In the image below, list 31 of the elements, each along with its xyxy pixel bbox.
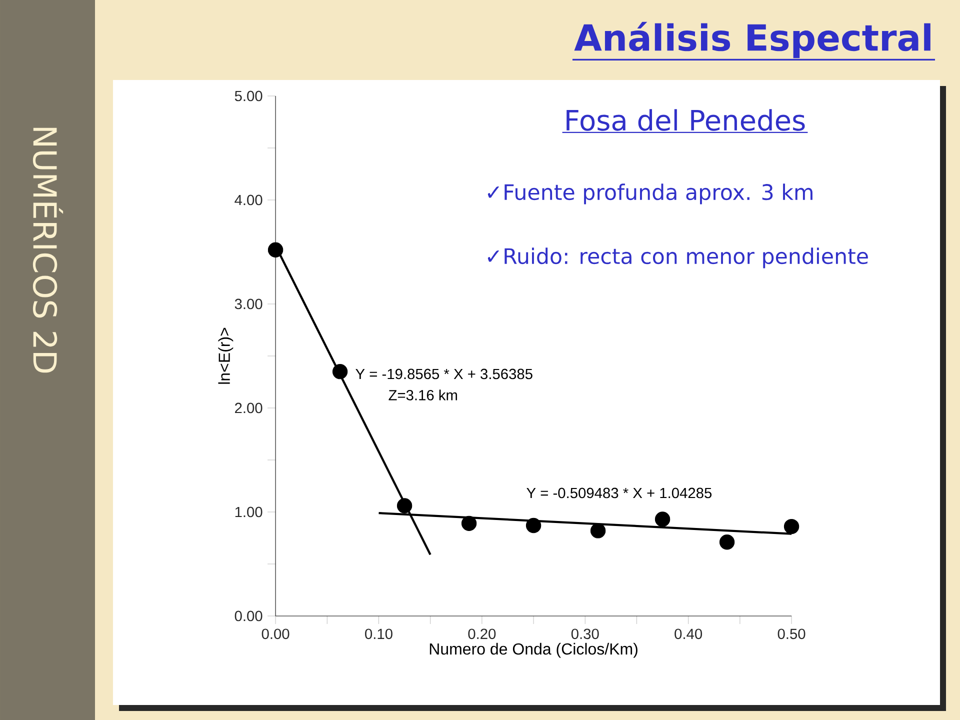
point xyxy=(268,242,284,258)
x-tick-label: 0.20 xyxy=(468,628,496,640)
point xyxy=(396,498,412,514)
annotation: Z=3.16 km xyxy=(388,390,457,400)
x-tick-label: 0.50 xyxy=(778,628,806,640)
point xyxy=(461,516,477,532)
y-axis-title: ln<E(r)> xyxy=(218,328,234,384)
annotation: Y = -19.8565 * X + 3.56385 xyxy=(356,368,532,380)
y-tick-label: 2.00 xyxy=(235,402,262,414)
x-axis-title: Numero de Onda (Ciclos/Km) xyxy=(430,642,638,658)
point xyxy=(654,512,670,527)
x-tick-label: 0.10 xyxy=(365,628,392,640)
x-tick-label: 0.00 xyxy=(262,628,290,640)
point xyxy=(332,364,348,380)
y-tick-label: 3.00 xyxy=(234,298,262,310)
y-tick-label: 0.00 xyxy=(234,610,262,622)
y-tick-label: 4.00 xyxy=(234,194,262,206)
x-tick-label: 0.40 xyxy=(674,628,702,640)
point xyxy=(719,534,735,550)
text: NUMÉRICOS 2D xyxy=(32,128,64,373)
y-tick-label: 5.00 xyxy=(234,90,262,102)
y-tick-label: 1.00 xyxy=(235,506,262,518)
chart-title: Análisis Espectral xyxy=(574,22,930,58)
x-tick-label: 0.30 xyxy=(571,628,599,640)
annotation: ✓Ruido: recta con menor pendiente xyxy=(488,248,868,268)
annotation: Y = -0.509483 * X + 1.04285 xyxy=(526,488,712,498)
point xyxy=(590,523,606,538)
point xyxy=(784,518,800,534)
chart-subtitle: Fosa del Penedes xyxy=(566,109,805,131)
annotation: ✓Fuente profunda aprox. 3 km xyxy=(488,184,812,204)
point xyxy=(526,518,542,534)
